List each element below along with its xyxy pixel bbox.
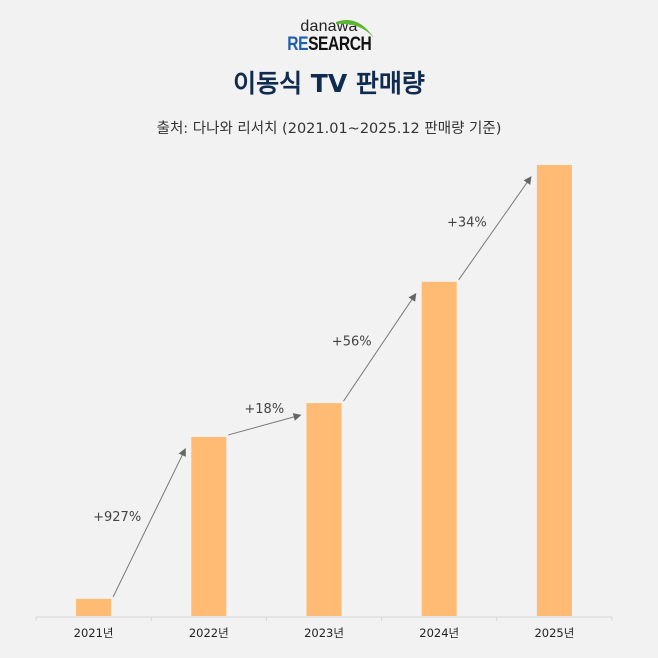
growth-arrow bbox=[228, 413, 302, 436]
chart-subtitle: 출처: 다나와 리서치 (2021.01~2025.12 판매량 기준) bbox=[156, 121, 502, 137]
growth-arrow bbox=[112, 448, 186, 598]
bar-2022년 bbox=[191, 436, 227, 616]
growth-arrow bbox=[343, 292, 417, 402]
logo-research-rest: SEARCH bbox=[307, 34, 372, 55]
logo-research-text: RESEARCH bbox=[286, 34, 372, 55]
bar-2021년 bbox=[76, 598, 112, 616]
growth-label: +56% bbox=[332, 334, 372, 349]
x-tick-label: 2022년 bbox=[189, 626, 229, 640]
growth-label: +927% bbox=[93, 510, 141, 525]
bar-2025년 bbox=[536, 165, 572, 616]
growth-label: +18% bbox=[244, 402, 284, 417]
x-tick-label: 2024년 bbox=[419, 626, 459, 640]
growth-label: +34% bbox=[447, 215, 487, 230]
logo-research-accent: RE bbox=[286, 34, 308, 55]
x-tick-label: 2023년 bbox=[304, 626, 344, 640]
bar-2024년 bbox=[421, 281, 457, 616]
bar-2023년 bbox=[306, 403, 342, 616]
growth-arrow bbox=[458, 176, 532, 281]
x-tick-label: 2021년 bbox=[74, 626, 114, 640]
x-tick-label: 2025년 bbox=[534, 626, 574, 640]
chart-title: 이동식 TV 판매량 bbox=[233, 69, 425, 98]
logo-swoosh-icon bbox=[336, 20, 374, 38]
